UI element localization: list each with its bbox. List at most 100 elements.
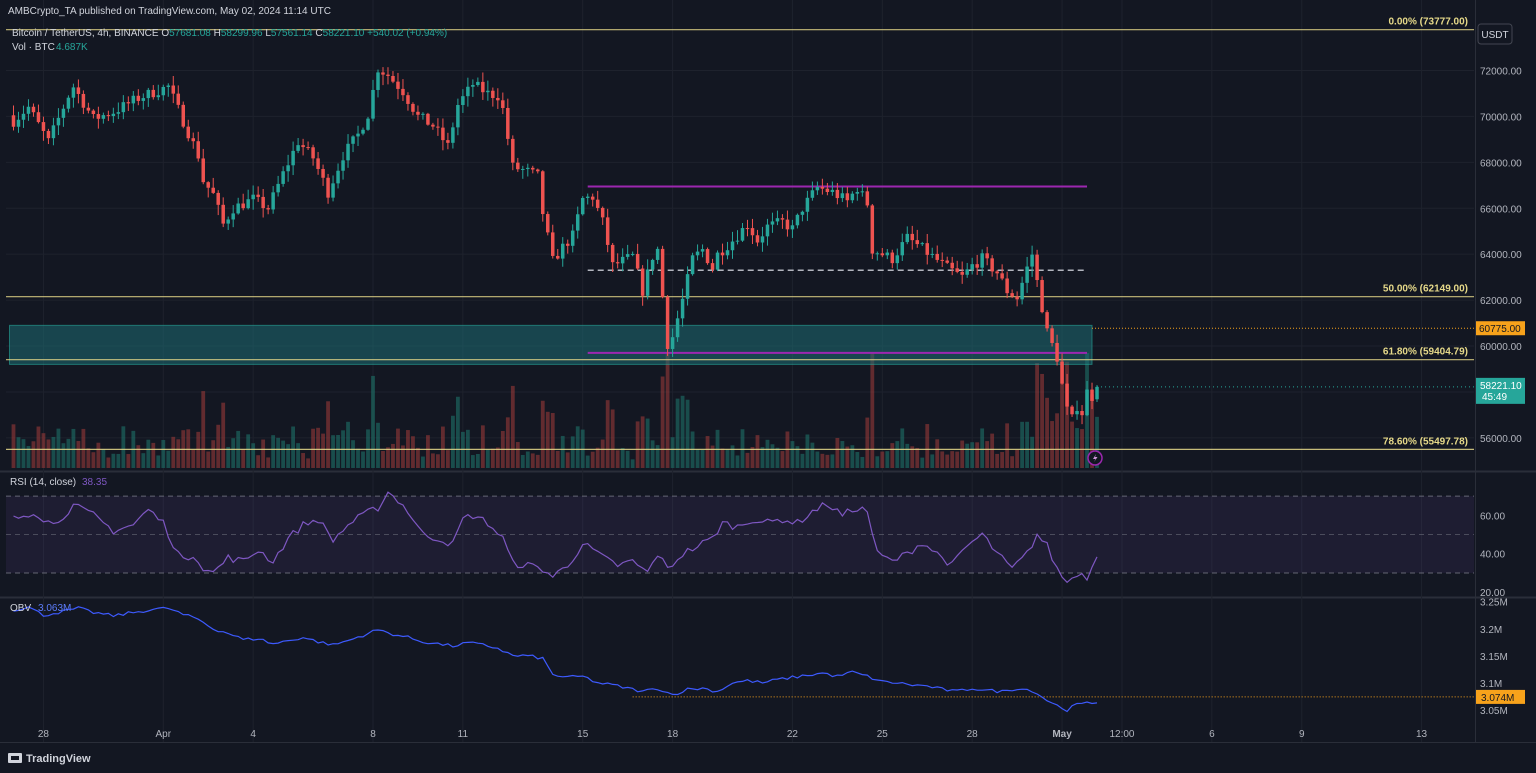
- candle[interactable]: [655, 248, 660, 260]
- candle[interactable]: [336, 170, 340, 184]
- candle[interactable]: [590, 196, 595, 200]
- candle[interactable]: [171, 85, 176, 94]
- candle[interactable]: [291, 150, 295, 166]
- candle[interactable]: [321, 168, 325, 178]
- candle[interactable]: [136, 95, 141, 101]
- candle[interactable]: [391, 75, 395, 82]
- candle[interactable]: [965, 269, 969, 275]
- candle[interactable]: [850, 193, 855, 201]
- candle[interactable]: [101, 115, 106, 119]
- support-zone[interactable]: [8, 324, 1093, 365]
- candle[interactable]: [491, 90, 495, 98]
- candle[interactable]: [226, 219, 230, 224]
- candle[interactable]: [551, 232, 555, 256]
- candle[interactable]: [960, 271, 964, 275]
- candle[interactable]: [251, 194, 255, 200]
- candle[interactable]: [780, 218, 785, 220]
- candle[interactable]: [930, 253, 934, 255]
- candle[interactable]: [466, 86, 470, 97]
- candle[interactable]: [81, 93, 86, 108]
- candle[interactable]: [640, 268, 645, 296]
- candle[interactable]: [546, 214, 550, 233]
- candle[interactable]: [501, 100, 505, 108]
- candle[interactable]: [431, 124, 435, 127]
- candle[interactable]: [745, 228, 750, 230]
- candle[interactable]: [196, 141, 200, 159]
- candle[interactable]: [1010, 293, 1014, 297]
- candle[interactable]: [765, 224, 770, 237]
- candle[interactable]: [695, 251, 700, 256]
- candle[interactable]: [241, 203, 245, 209]
- candle[interactable]: [176, 93, 181, 105]
- candle[interactable]: [890, 252, 895, 264]
- candle[interactable]: [875, 253, 880, 255]
- candle[interactable]: [216, 192, 220, 205]
- candle[interactable]: [565, 243, 570, 246]
- candle[interactable]: [481, 81, 485, 93]
- candle[interactable]: [1095, 386, 1099, 400]
- candle[interactable]: [181, 104, 186, 127]
- candle[interactable]: [201, 158, 205, 183]
- candle[interactable]: [900, 242, 905, 256]
- candle[interactable]: [1000, 273, 1004, 279]
- candle[interactable]: [610, 244, 615, 263]
- candle[interactable]: [456, 105, 460, 128]
- candle[interactable]: [301, 145, 305, 148]
- candle[interactable]: [750, 228, 755, 236]
- candle[interactable]: [685, 274, 690, 299]
- candle[interactable]: [371, 89, 375, 119]
- candle[interactable]: [461, 96, 465, 106]
- candle[interactable]: [925, 243, 929, 255]
- candle[interactable]: [311, 147, 315, 159]
- candle[interactable]: [526, 167, 530, 169]
- candle[interactable]: [166, 85, 171, 87]
- candle[interactable]: [1090, 389, 1094, 401]
- candle[interactable]: [116, 112, 121, 114]
- candle[interactable]: [21, 113, 26, 120]
- candle[interactable]: [316, 158, 320, 169]
- candle[interactable]: [156, 95, 161, 98]
- candle[interactable]: [1045, 312, 1049, 329]
- candle[interactable]: [735, 240, 740, 242]
- candle[interactable]: [950, 262, 954, 269]
- candle[interactable]: [281, 171, 285, 184]
- candle[interactable]: [436, 126, 440, 128]
- candle[interactable]: [421, 113, 425, 115]
- candle[interactable]: [895, 255, 900, 264]
- candle[interactable]: [600, 207, 605, 218]
- candle[interactable]: [815, 186, 820, 191]
- candle[interactable]: [411, 103, 415, 112]
- candle[interactable]: [690, 255, 695, 275]
- candle[interactable]: [630, 253, 635, 255]
- candle[interactable]: [356, 133, 360, 137]
- candle[interactable]: [331, 183, 335, 198]
- candle[interactable]: [531, 167, 535, 170]
- candle[interactable]: [625, 254, 630, 257]
- candle[interactable]: [730, 241, 735, 251]
- candle[interactable]: [920, 243, 924, 245]
- candle[interactable]: [381, 72, 385, 75]
- currency-button[interactable]: [1477, 23, 1513, 45]
- candle[interactable]: [705, 249, 710, 264]
- candle[interactable]: [885, 252, 890, 256]
- candle[interactable]: [346, 143, 350, 161]
- candle[interactable]: [56, 117, 61, 126]
- candle[interactable]: [805, 197, 810, 212]
- candle[interactable]: [700, 249, 705, 252]
- candle[interactable]: [91, 110, 96, 115]
- candle[interactable]: [580, 197, 585, 215]
- rsi-line[interactable]: [13, 491, 1098, 584]
- candle[interactable]: [146, 89, 151, 99]
- candle[interactable]: [645, 269, 650, 296]
- candle[interactable]: [1075, 411, 1079, 415]
- candle[interactable]: [556, 255, 560, 259]
- candle[interactable]: [191, 138, 195, 142]
- candle[interactable]: [516, 162, 520, 170]
- candle[interactable]: [441, 127, 445, 141]
- candle[interactable]: [840, 193, 845, 199]
- candle[interactable]: [770, 221, 775, 225]
- candle[interactable]: [915, 240, 920, 245]
- candle[interactable]: [246, 199, 250, 209]
- candle[interactable]: [595, 199, 600, 208]
- symbol-name[interactable]: Bitcoin / TetherUS, 4h, BINANCE: [12, 28, 161, 39]
